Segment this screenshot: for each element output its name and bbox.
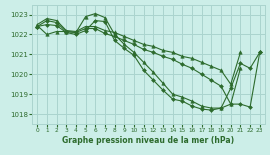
X-axis label: Graphe pression niveau de la mer (hPa): Graphe pression niveau de la mer (hPa) — [62, 136, 235, 145]
